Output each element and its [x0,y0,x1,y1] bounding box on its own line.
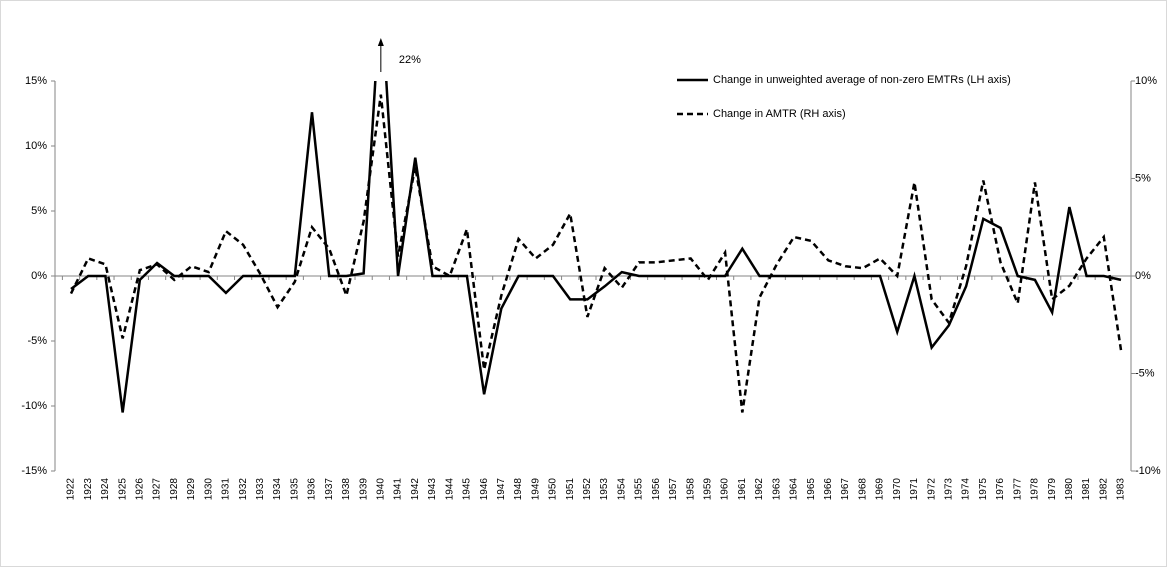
x-tick-label: 1968 [857,478,868,501]
x-tick-label: 1932 [238,478,249,501]
x-tick-label: 1957 [668,478,679,501]
x-tick-label: 1946 [479,478,490,501]
x-tick-label: 1973 [944,478,955,501]
y2-tick-label: -5% [1135,367,1155,379]
series-line [70,81,1122,413]
x-tick-label: 1930 [203,478,214,501]
x-tick-label: 1922 [66,478,77,501]
x-tick-label: 1927 [152,478,163,501]
x-tick-label: 1951 [565,478,576,501]
y2-tick-label: 5% [1135,172,1151,184]
y2-tick-label: 0% [1135,270,1151,282]
x-tick-label: 1937 [324,478,335,501]
x-tick-label: 1944 [444,478,455,501]
x-tick-label: 1935 [289,478,300,501]
x-tick-label: 1924 [100,478,111,501]
x-tick-label: 1970 [892,478,903,501]
x-tick-label: 1977 [1012,478,1023,501]
x-tick-label: 1962 [754,478,765,501]
x-tick-label: 1956 [651,478,662,501]
legend-label: Change in unweighted average of non-zero… [713,74,1011,86]
y2-tick-label: 10% [1135,75,1157,87]
annotation: 22% [399,54,421,66]
x-tick-label: 1960 [720,478,731,501]
x-tick-label: 1964 [789,478,800,501]
x-tick-label: 1955 [634,478,645,501]
y2-tick-label: -10% [1135,465,1161,477]
x-tick-label: 1978 [1030,478,1041,501]
x-tick-label: 1974 [961,478,972,501]
y-tick-label: 15% [25,75,47,87]
x-tick-label: 1941 [393,478,404,501]
x-tick-label: 1958 [685,478,696,501]
y-tick-label: 0% [31,270,47,282]
x-tick-label: 1961 [737,478,748,501]
x-tick-label: 1965 [806,478,817,501]
legend-label: Change in AMTR (RH axis) [713,108,846,120]
y-tick-label: -15% [21,465,47,477]
x-tick-label: 1934 [272,478,283,501]
x-tick-label: 1940 [375,478,386,501]
x-tick-label: 1963 [771,478,782,501]
x-tick-label: 1971 [909,478,920,501]
x-tick-label: 1953 [599,478,610,501]
x-tick-label: 1933 [255,478,266,501]
x-tick-label: 1967 [840,478,851,501]
x-tick-label: 1925 [117,478,128,501]
x-tick-label: 1976 [995,478,1006,501]
x-tick-label: 1983 [1116,478,1127,501]
x-tick-label: 1938 [341,478,352,501]
x-tick-label: 1981 [1081,478,1092,501]
y-tick-label: 10% [25,140,47,152]
x-tick-label: 1943 [427,478,438,501]
y-tick-label: -5% [27,335,47,347]
annotation-arrowhead [377,38,384,46]
x-tick-label: 1980 [1064,478,1075,501]
x-tick-label: 1929 [186,478,197,501]
x-tick-label: 1972 [926,478,937,501]
x-tick-label: 1928 [169,478,180,501]
x-tick-label: 1942 [410,478,421,501]
x-tick-label: 1923 [83,478,94,501]
x-tick-label: 1959 [703,478,714,501]
plot-area [69,81,1123,413]
x-tick-label: 1966 [823,478,834,501]
x-tick-label: 1975 [978,478,989,501]
x-tick-label: 1969 [875,478,886,501]
x-tick-label: 1948 [513,478,524,501]
x-tick-label: 1954 [616,478,627,501]
x-tick-label: 1939 [358,478,369,501]
x-tick-label: 1926 [134,478,145,501]
x-tick-label: 1979 [1047,478,1058,501]
x-tick-label: 1952 [582,478,593,501]
x-tick-label: 1936 [307,478,318,501]
x-tick-label: 1945 [462,478,473,501]
x-tick-label: 1931 [221,478,232,501]
x-tick-label: 1982 [1098,478,1109,501]
y-tick-label: -10% [21,400,47,412]
x-tick-label: 1950 [548,478,559,501]
x-tick-label: 1947 [496,478,507,501]
x-tick-label: 1949 [530,478,541,501]
y-tick-label: 5% [31,205,47,217]
